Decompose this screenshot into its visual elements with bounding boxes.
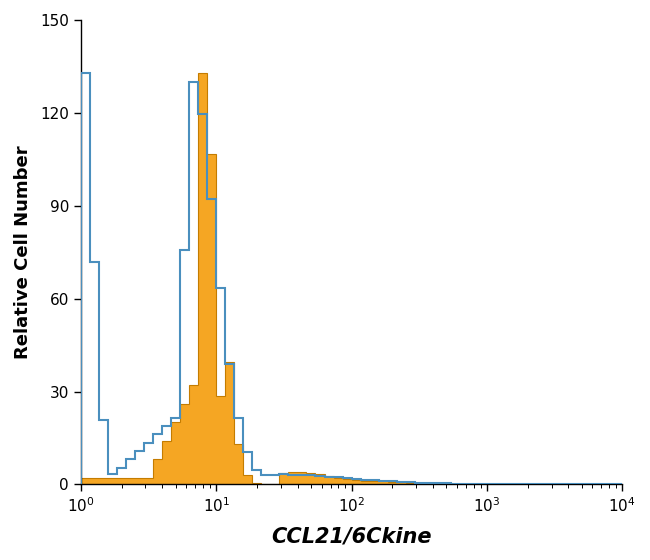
X-axis label: CCL21/6Ckine: CCL21/6Ckine	[271, 526, 432, 546]
Y-axis label: Relative Cell Number: Relative Cell Number	[14, 146, 32, 359]
